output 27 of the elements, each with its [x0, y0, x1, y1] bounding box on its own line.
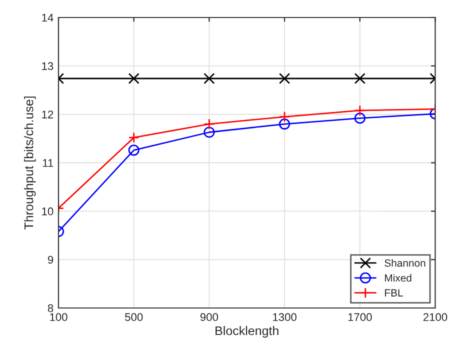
legend-label: Mixed: [385, 274, 412, 282]
legend-label: FBL: [385, 289, 403, 296]
y-tick-label: 10: [42, 207, 54, 216]
point: [354, 72, 366, 84]
y-tick-label: 12: [42, 110, 54, 118]
y-tick-label: 9: [48, 256, 54, 264]
x-tick-label: 1700: [348, 313, 372, 322]
y-tick-label: 11: [42, 159, 54, 167]
point: [204, 118, 215, 130]
x-tick-label: 500: [125, 313, 143, 322]
point: [354, 112, 366, 124]
y-tick-label: 13: [42, 62, 54, 70]
x-tick-label: 1300: [273, 313, 296, 322]
point: [204, 126, 215, 138]
x-tick-label: 100: [50, 313, 68, 322]
point: [278, 118, 290, 130]
legend-label: Shannon: [384, 259, 426, 267]
y-tick-label: 14: [42, 14, 54, 22]
x-tick-label: 2100: [423, 313, 448, 322]
y-axis-title: Throughput [bits/ch.use]: [24, 96, 36, 230]
x-tick-label: 900: [200, 313, 218, 322]
point: [278, 72, 290, 84]
point: [278, 111, 290, 122]
y-tick-label: 8: [48, 304, 54, 312]
x-axis-title: Blocklength: [216, 326, 278, 338]
point: [354, 104, 366, 116]
point: [204, 72, 215, 84]
